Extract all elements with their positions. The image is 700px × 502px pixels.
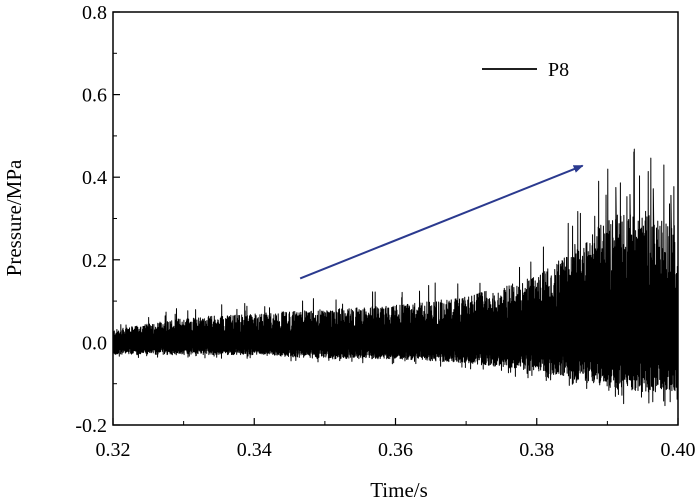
x-tick-label: 0.34: [237, 439, 272, 461]
x-tick-label: 0.32: [96, 439, 131, 461]
y-tick-label: 0.6: [82, 85, 107, 107]
series-p8-line: [113, 148, 678, 407]
y-axis-label: Pressure/MPa: [2, 159, 26, 276]
y-tick-label: 0.2: [82, 250, 107, 272]
x-axis-label: Time/s: [370, 478, 428, 502]
legend: P8: [482, 59, 569, 81]
x-tick-label: 0.36: [378, 439, 413, 461]
x-tick-label: 0.40: [661, 439, 696, 461]
y-tick-label: 0.0: [82, 332, 107, 354]
x-tick-label: 0.38: [519, 439, 554, 461]
y-tick-label: 0.8: [82, 2, 107, 24]
series-p8-signal: [113, 148, 678, 407]
y-tick-label: -0.2: [75, 415, 107, 437]
legend-label-p8: P8: [548, 59, 569, 81]
series-p8-core-band: [113, 325, 678, 364]
trend-arrow: [299, 164, 584, 280]
y-tick-label: 0.4: [82, 167, 107, 189]
